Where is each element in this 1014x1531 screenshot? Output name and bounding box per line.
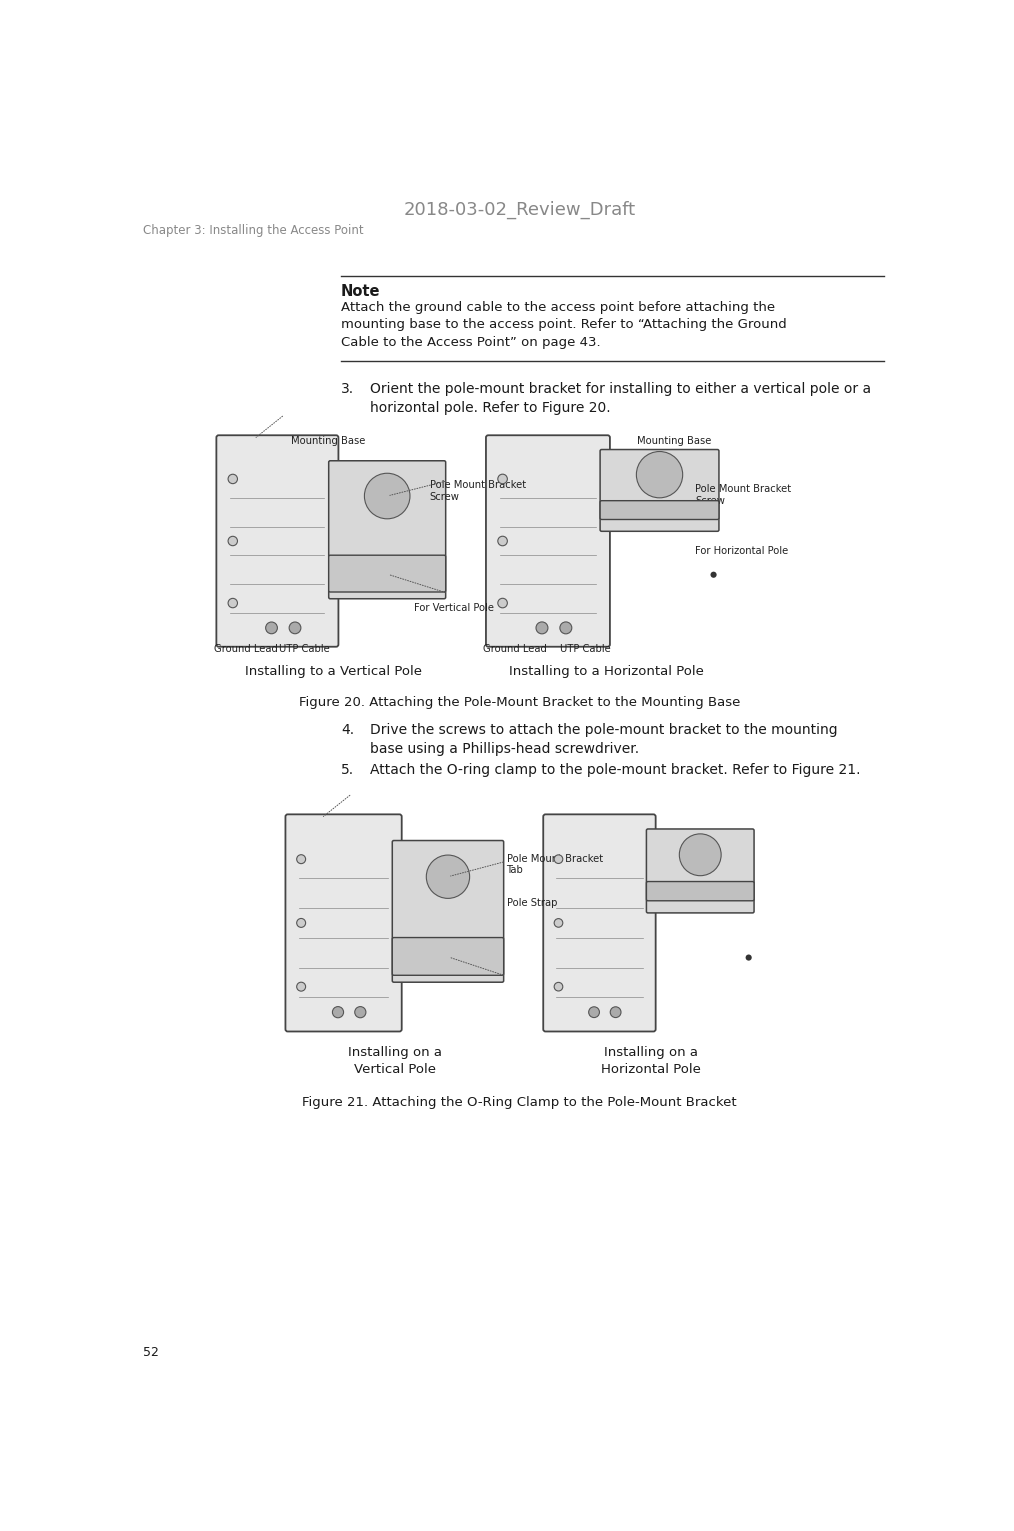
Circle shape [589,1007,599,1018]
Text: Attach the ground cable to the access point before attaching the
mounting base t: Attach the ground cable to the access po… [341,300,787,349]
Text: 5.: 5. [341,762,354,776]
FancyBboxPatch shape [544,814,656,1032]
Circle shape [745,954,751,960]
Circle shape [228,536,237,545]
Text: Pole Mount Bracket
Screw: Pole Mount Bracket Screw [696,484,791,505]
Text: Mounting Base: Mounting Base [638,436,712,446]
FancyBboxPatch shape [392,841,504,983]
Text: 52: 52 [143,1346,159,1360]
Circle shape [560,622,572,634]
Circle shape [498,536,507,545]
Circle shape [364,473,410,519]
Circle shape [555,854,563,863]
Circle shape [355,1006,366,1018]
Text: For Vertical Pole: For Vertical Pole [414,603,494,614]
Text: Orient the pole-mount bracket for installing to either a vertical pole or a
hori: Orient the pole-mount bracket for instal… [370,383,871,415]
Text: Installing on a
Vertical Pole: Installing on a Vertical Pole [348,1046,442,1076]
Circle shape [498,475,507,484]
Circle shape [297,983,305,991]
Text: Installing to a Vertical Pole: Installing to a Vertical Pole [244,664,422,678]
Text: Note: Note [341,283,380,299]
Circle shape [297,854,305,863]
Circle shape [426,854,469,899]
Text: 2018-03-02_Review_Draft: 2018-03-02_Review_Draft [404,201,636,219]
FancyBboxPatch shape [600,450,719,531]
Circle shape [555,983,563,991]
Text: Installing to a Horizontal Pole: Installing to a Horizontal Pole [509,664,704,678]
FancyBboxPatch shape [286,814,402,1032]
Text: Pole Mount Bracket
Screw: Pole Mount Bracket Screw [430,481,525,502]
FancyBboxPatch shape [646,828,754,912]
Text: Pole Strap: Pole Strap [507,899,557,908]
Text: UTP Cable: UTP Cable [280,645,331,654]
Text: 4.: 4. [341,723,354,736]
Text: Mounting Base: Mounting Base [291,436,365,446]
Circle shape [536,622,548,634]
Circle shape [333,1006,344,1018]
Circle shape [498,599,507,608]
Text: Ground Lead: Ground Lead [214,645,278,654]
Text: 3.: 3. [341,383,354,397]
Circle shape [228,475,237,484]
Circle shape [555,919,563,928]
Text: Drive the screws to attach the pole-mount bracket to the mounting
base using a P: Drive the screws to attach the pole-moun… [370,723,838,756]
Text: Pole Mount Bracket
Tab: Pole Mount Bracket Tab [507,854,602,876]
Text: Figure 20. Attaching the Pole-Mount Bracket to the Mounting Base: Figure 20. Attaching the Pole-Mount Brac… [299,695,740,709]
Text: Ground Lead: Ground Lead [484,645,548,654]
Text: For Horizontal Pole: For Horizontal Pole [696,545,789,556]
Circle shape [637,452,682,498]
Circle shape [228,599,237,608]
FancyBboxPatch shape [329,461,446,599]
Circle shape [711,571,717,577]
Circle shape [679,834,721,876]
FancyBboxPatch shape [486,435,609,646]
Text: Chapter 3: Installing the Access Point: Chapter 3: Installing the Access Point [143,224,364,237]
FancyBboxPatch shape [600,501,719,519]
Text: Figure 21. Attaching the O-Ring Clamp to the Pole-Mount Bracket: Figure 21. Attaching the O-Ring Clamp to… [302,1096,737,1108]
Text: UTP Cable: UTP Cable [561,645,611,654]
Circle shape [289,622,301,634]
Circle shape [266,622,278,634]
FancyBboxPatch shape [216,435,339,646]
FancyBboxPatch shape [646,882,754,900]
Circle shape [610,1007,621,1018]
FancyBboxPatch shape [392,937,504,975]
Circle shape [297,919,305,928]
FancyBboxPatch shape [329,556,446,592]
Text: Installing on a
Horizontal Pole: Installing on a Horizontal Pole [601,1046,702,1076]
Text: Attach the O-ring clamp to the pole-mount bracket. Refer to Figure 21.: Attach the O-ring clamp to the pole-moun… [370,762,861,776]
